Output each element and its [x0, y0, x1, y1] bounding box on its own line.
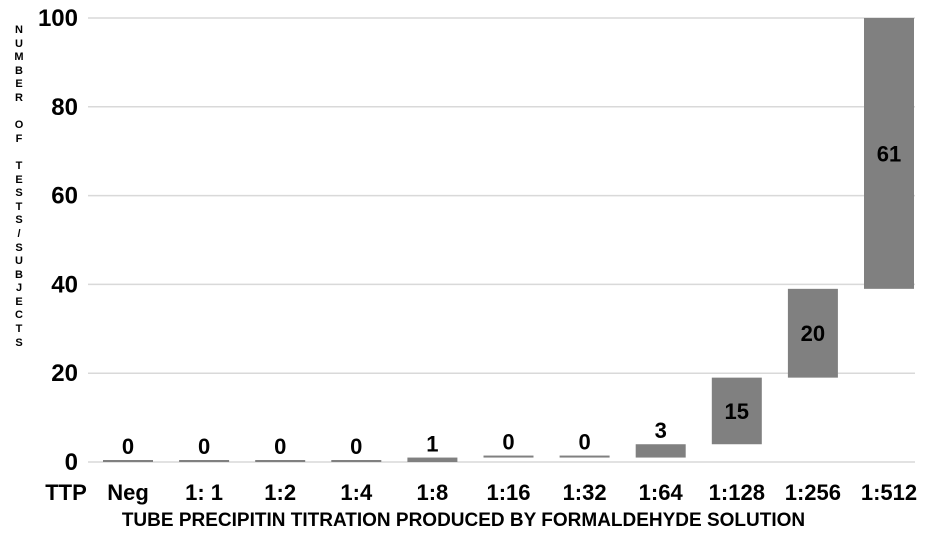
y-axis-label-char [17, 106, 20, 120]
y-axis-label-char: E [15, 173, 23, 186]
bar-1-8 [407, 457, 458, 462]
y-axis-label-char: S [15, 336, 23, 349]
data-label: 0 [122, 434, 134, 459]
y-axis-label-char: B [15, 64, 23, 77]
bar-1-512 [864, 18, 914, 289]
y-axis-label-char: T [15, 200, 23, 213]
data-label: 0 [350, 434, 362, 459]
x-axis-label: TUBE PRECIPITIN TITRATION PRODUCED BY FO… [121, 510, 806, 531]
data-label: 15 [725, 399, 749, 424]
category-axis-title: TTP [45, 480, 87, 505]
y-axis-label-char: O [14, 119, 24, 132]
bar-1-64 [635, 444, 686, 458]
y-axis-label-char: T [15, 159, 23, 172]
y-axis-label-char [17, 146, 20, 160]
y-axis-label-char: S [15, 214, 23, 227]
y-axis-label-char: S [15, 187, 23, 200]
x-tick-label: 1:256 [785, 480, 841, 505]
x-tick-label: 1:512 [861, 480, 917, 505]
y-tick-label: 0 [65, 449, 78, 476]
x-tick-label: 1:8 [417, 480, 449, 505]
y-axis-label-char: R [15, 91, 23, 104]
y-axis-label-char: B [15, 268, 23, 281]
data-label: 1 [426, 432, 438, 457]
data-label: 0 [502, 430, 514, 455]
bar-1-256 [787, 288, 838, 378]
y-axis-label-char: C [15, 309, 23, 322]
y-tick-label: 60 [51, 183, 78, 210]
y-axis-label-char: N [15, 24, 23, 36]
bar-1-128 [711, 377, 762, 445]
data-label: 0 [274, 434, 286, 459]
bars [103, 18, 914, 462]
x-tick-label: 1:4 [340, 480, 373, 505]
y-axis-label-char: U [15, 255, 23, 268]
y-axis-label-char: E [15, 295, 23, 308]
x-tick-labels: Neg 1: 1 1:2 1:4 1:8 1:16 1:32 1:64 1:128 1:256 1:… [107, 480, 917, 505]
bar-Neg [103, 460, 153, 462]
y-axis-label-char: T [15, 323, 23, 336]
x-tick-label: 1:32 [563, 480, 607, 505]
bar-1-16 [483, 455, 534, 458]
y-axis-label-char: U [15, 37, 23, 50]
bar-1-1 [179, 460, 230, 462]
y-tick-label: 80 [51, 94, 78, 121]
y-axis-label-char: J [15, 282, 23, 295]
data-label: 20 [801, 321, 825, 346]
y-tick-label: 100 [38, 5, 78, 32]
y-axis-label-char: / [17, 227, 21, 240]
gridlines [88, 17, 915, 463]
bar-1-2 [255, 460, 306, 462]
data-labels: 0 0 0 0 1 0 0 3 15 20 61 [122, 141, 901, 459]
data-label: 61 [877, 141, 901, 166]
x-tick-label: 1:64 [639, 480, 684, 505]
x-tick-label: 1:128 [709, 480, 765, 505]
x-tick-label: 1:2 [264, 480, 296, 505]
y-axis-label-char: F [15, 132, 23, 145]
y-tick-label: 40 [51, 271, 78, 298]
x-tick-label: Neg [107, 480, 149, 505]
x-tick-label: 1: 1 [185, 480, 223, 505]
bar-1-4 [331, 460, 382, 462]
x-tick-label: 1:16 [486, 480, 530, 505]
data-label: 0 [578, 430, 590, 455]
y-tick-label: 20 [51, 360, 78, 387]
y-tick-labels: 0 20 40 60 80 100 [38, 5, 78, 476]
y-axis-label-char: E [15, 78, 23, 91]
data-label: 3 [655, 418, 667, 443]
y-axis-label-char: S [15, 241, 23, 254]
y-axis-label-char: M [14, 51, 24, 64]
bar-1-32 [559, 455, 610, 458]
data-label: 0 [198, 434, 210, 459]
